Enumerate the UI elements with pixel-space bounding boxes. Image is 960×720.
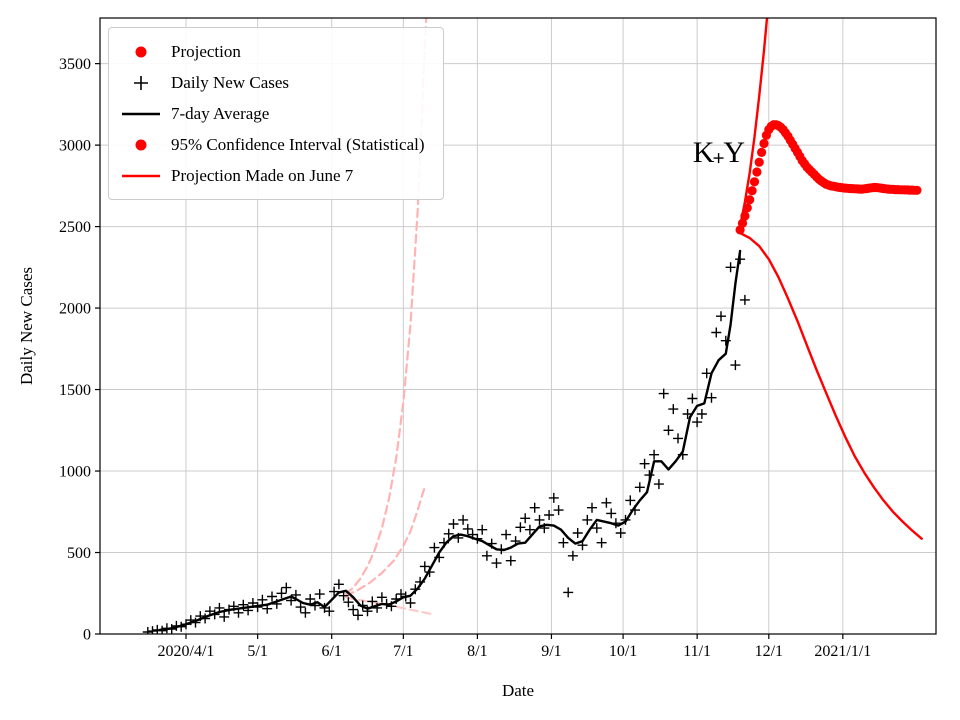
x-tick-label: 9/1 xyxy=(541,643,561,660)
legend-item-7-day-average: 7-day Average xyxy=(119,98,425,129)
legend-item-projection: Projection xyxy=(119,36,425,67)
state-annotation: KY xyxy=(692,136,755,170)
x-tick-label: 6/1 xyxy=(321,643,341,660)
x-axis-label: Date xyxy=(501,681,535,700)
x-ticks: 2020/4/1 5/1 6/1 7/1 8/1 9/1 10/1 11/1 12/1 2021/… xyxy=(158,634,871,660)
series-projection-dots xyxy=(735,120,922,235)
legend-label: Projection xyxy=(171,41,241,61)
y-tick-label: 3000 xyxy=(59,138,91,155)
red-dot-marker-icon xyxy=(119,136,163,154)
series-projection-lower-ci-line xyxy=(738,231,923,540)
legend: Projection Daily New Cases 7-day Average… xyxy=(108,27,444,200)
series-june7-projection-upper-ci xyxy=(344,18,428,596)
y-tick-label: 3500 xyxy=(59,56,91,73)
y-tick-label: 500 xyxy=(67,545,91,562)
x-tick-label: 2020/4/1 xyxy=(158,643,215,660)
x-tick-label: 10/1 xyxy=(609,643,637,660)
y-tick-label: 2500 xyxy=(59,219,91,236)
legend-label: 7-day Average xyxy=(171,103,270,123)
x-tick-label: 8/1 xyxy=(467,643,487,660)
series-group xyxy=(142,18,923,634)
y-ticks: 0 500 1000 1500 2000 2500 3000 3500 xyxy=(59,56,100,644)
legend-label: Daily New Cases xyxy=(171,72,290,92)
legend-label: 95% Confidence Interval (Statistical) xyxy=(171,134,425,154)
red-line-marker-icon xyxy=(119,167,163,185)
plot-border xyxy=(99,17,937,635)
legend-item-daily-new-cases: Daily New Cases xyxy=(119,67,425,98)
x-tick-label: 2021/1/1 xyxy=(814,643,871,660)
black-line-marker-icon xyxy=(119,105,163,123)
plus-marker-icon xyxy=(119,74,163,92)
series-june7-projection-lower-ci xyxy=(344,596,436,616)
legend-label: Projection Made on June 7 xyxy=(171,165,354,185)
x-tick-label: 5/1 xyxy=(247,643,267,660)
y-axis-label: Daily New Cases xyxy=(17,266,36,386)
series-projection-upper-ci-line xyxy=(738,18,769,228)
series-june7-projection-central xyxy=(344,486,426,597)
series-daily-new-cases xyxy=(142,153,750,634)
legend-item-projection-june7: Projection Made on June 7 xyxy=(119,160,425,191)
y-tick-label: 2000 xyxy=(59,301,91,318)
y-tick-label: 1500 xyxy=(59,382,91,399)
y-tick-label: 1000 xyxy=(59,464,91,481)
x-tick-label: 12/1 xyxy=(755,643,783,660)
x-tick-label: 7/1 xyxy=(393,643,413,660)
series-seven-day-average xyxy=(158,249,742,632)
legend-item-confidence-interval: 95% Confidence Interval (Statistical) xyxy=(119,129,425,160)
x-tick-label: 11/1 xyxy=(683,643,711,660)
red-dot-marker-icon xyxy=(119,43,163,61)
y-tick-label: 0 xyxy=(83,627,91,644)
